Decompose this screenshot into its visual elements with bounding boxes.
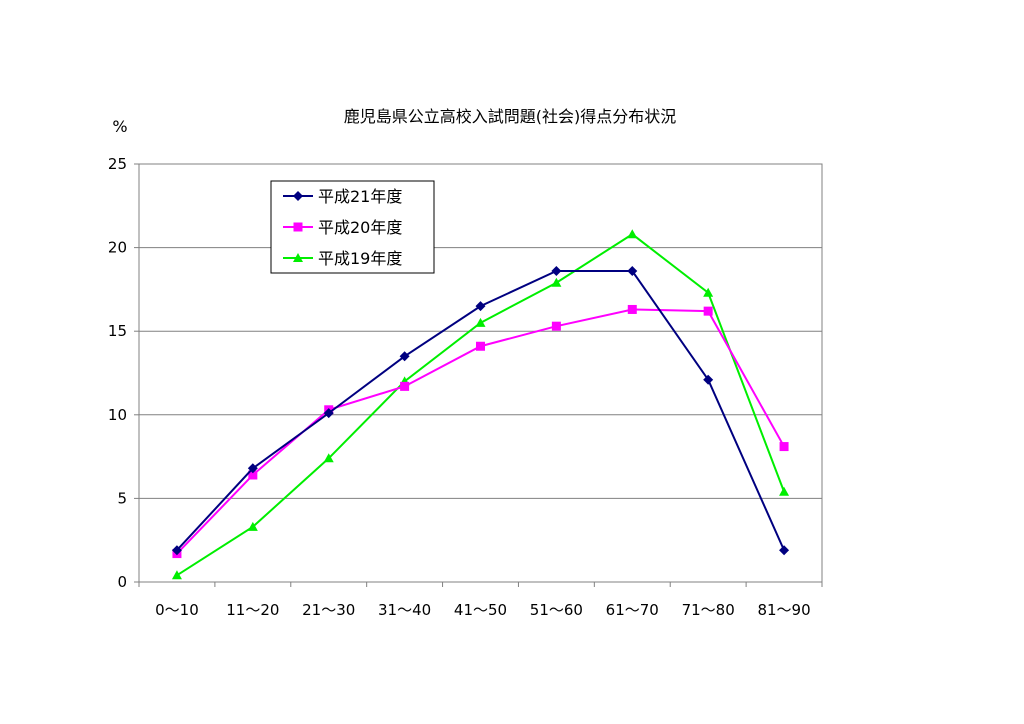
data-point [400, 381, 410, 391]
data-point [475, 317, 486, 327]
series-lines [171, 229, 790, 580]
data-point [247, 463, 258, 474]
data-point [551, 321, 561, 331]
y-tick-label: 5 [117, 489, 127, 507]
y-tick-label: 25 [108, 155, 127, 173]
legend-marker [293, 222, 303, 232]
data-point [171, 570, 182, 580]
data-point [551, 277, 562, 287]
data-point [247, 521, 258, 531]
x-tick-label: 71〜80 [682, 601, 735, 619]
legend-label: 平成21年度 [318, 187, 402, 206]
y-tick-label: 15 [108, 322, 127, 340]
data-point [703, 306, 713, 316]
data-point [627, 304, 637, 314]
x-tick-label: 41〜50 [454, 601, 507, 619]
legend-marker [293, 191, 303, 201]
data-point [703, 374, 714, 385]
x-axis-ticks: 0〜10 11〜20 21〜30 31〜40 41〜50 51〜60 61〜70 71〜80 8… [138, 582, 823, 619]
legend-label: 平成20年度 [318, 218, 402, 237]
data-point [627, 229, 638, 239]
data-point [779, 545, 790, 556]
plot-area [138, 163, 823, 583]
legend-item: 平成21年度 [283, 187, 402, 206]
y-axis-unit: % [112, 117, 127, 136]
data-point [627, 266, 638, 277]
x-tick-label: 0〜10 [155, 601, 199, 619]
x-tick-label: 51〜60 [530, 601, 583, 619]
x-tick-label: 11〜20 [226, 601, 279, 619]
data-point [399, 351, 410, 362]
data-point [476, 341, 485, 351]
data-point [171, 545, 182, 556]
y-tick-label: 0 [117, 573, 127, 591]
x-tick-label: 31〜40 [378, 601, 431, 619]
x-tick-label: 81〜90 [757, 601, 810, 619]
y-tick-label: 10 [108, 406, 127, 424]
x-tick-label: 61〜70 [606, 601, 659, 619]
y-tick-label: 20 [108, 239, 127, 257]
legend-label: 平成19年度 [318, 249, 402, 268]
legend-marker [293, 253, 303, 262]
data-point [475, 301, 486, 312]
x-tick-label: 21〜30 [302, 601, 355, 619]
data-point [323, 453, 334, 463]
data-point [703, 287, 714, 297]
y-axis-ticks: 0 5 10 15 20 25 [108, 155, 139, 591]
data-point [779, 442, 789, 452]
legend-item: 平成20年度 [283, 218, 402, 237]
series-diamond [171, 266, 790, 556]
data-point [248, 470, 258, 480]
data-point [323, 408, 334, 419]
chart-title: 鹿児島県公立高校入試問題(社会)得点分布状況 [344, 107, 677, 126]
data-point [779, 486, 790, 496]
gridlines [139, 247, 822, 499]
data-point [551, 266, 562, 277]
legend-item: 平成19年度 [283, 249, 402, 268]
